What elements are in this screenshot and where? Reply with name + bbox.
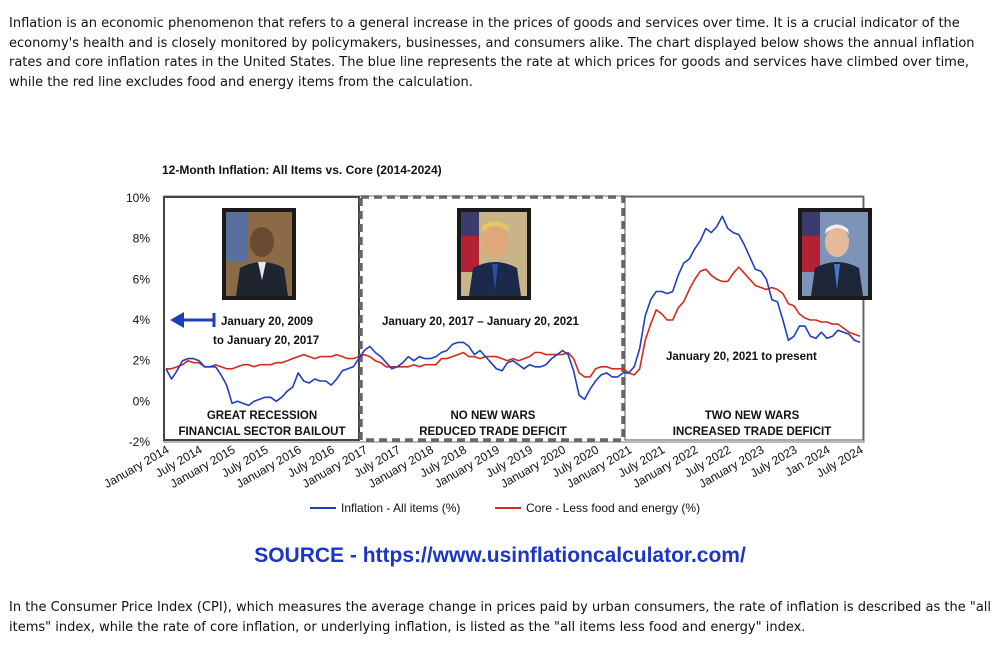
president-portrait-1 [222,208,296,300]
legend-label-core: Core - Less food and energy (%) [526,501,700,515]
intro-paragraph: Inflation is an economic phenomenon that… [9,16,975,90]
period3-label-line1: TWO NEW WARS [705,410,800,422]
y-tick-label: 6% [133,272,151,286]
series-lines [165,215,861,407]
period1-dates-line1: January 20, 2009 [221,316,313,328]
y-tick-label: 10% [126,191,150,205]
y-tick-label: -2% [129,435,151,449]
y-tick-label: 2% [133,354,151,368]
period1-label-line1: GREAT RECESSION [207,410,317,422]
period1-dates-line2: to January 20, 2017 [213,335,319,347]
period2-dates: January 20, 2017 – January 20, 2021 [382,316,580,328]
outro-paragraph: In the Consumer Price Index (CPI), which… [9,600,992,635]
series-line-core [166,266,861,378]
source-link[interactable]: SOURCE - https://www.usinflationcalculat… [254,544,746,567]
y-tick-label: 4% [133,313,151,327]
series-line-all-items [165,215,861,407]
president-portrait-2 [457,208,531,300]
legend-label-all-items: Inflation - All items (%) [341,501,460,515]
period3-dates: January 20, 2021 to present [666,351,817,363]
y-tick-label: 0% [133,394,151,408]
left-arrow-icon [170,312,216,328]
period1-box [163,196,360,441]
chart-title: 12-Month Inflation: All Items vs. Core (… [162,163,442,177]
president-portrait-3 [798,208,872,300]
period2-label-line1: NO NEW WARS [451,410,536,422]
period3-box [624,196,864,441]
legend: Inflation - All items (%) Core - Less fo… [310,501,700,515]
period3-label-line2: INCREASED TRADE DEFICIT [673,426,831,438]
period2-label-line2: REDUCED TRADE DEFICIT [419,426,567,438]
y-tick-label: 8% [133,232,151,246]
inflation-chart: 12-Month Inflation: All Items vs. Core (… [102,163,872,515]
y-axis: 10% 8% 6% 4% 2% 0% -2% [126,191,150,449]
period1-label-line2: FINANCIAL SECTOR BAILOUT [179,426,346,438]
period2-box [359,195,625,442]
